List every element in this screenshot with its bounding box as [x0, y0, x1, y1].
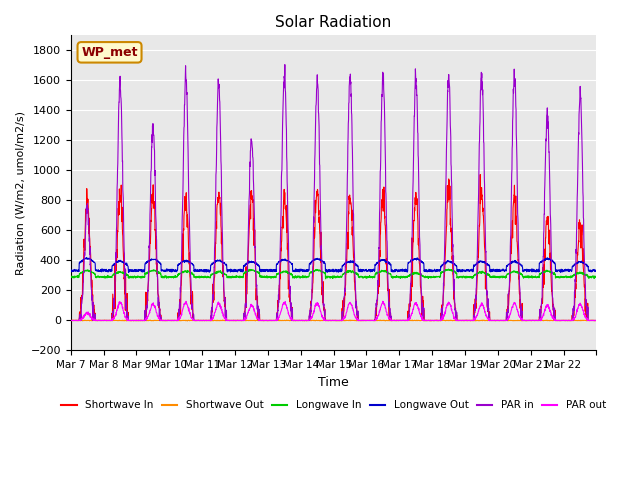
X-axis label: Time: Time	[318, 376, 349, 389]
Legend: Shortwave In, Shortwave Out, Longwave In, Longwave Out, PAR in, PAR out: Shortwave In, Shortwave Out, Longwave In…	[57, 396, 610, 415]
Text: WP_met: WP_met	[81, 46, 138, 59]
Title: Solar Radiation: Solar Radiation	[275, 15, 392, 30]
Y-axis label: Radiation (W/m2, umol/m2/s): Radiation (W/m2, umol/m2/s)	[15, 111, 25, 275]
